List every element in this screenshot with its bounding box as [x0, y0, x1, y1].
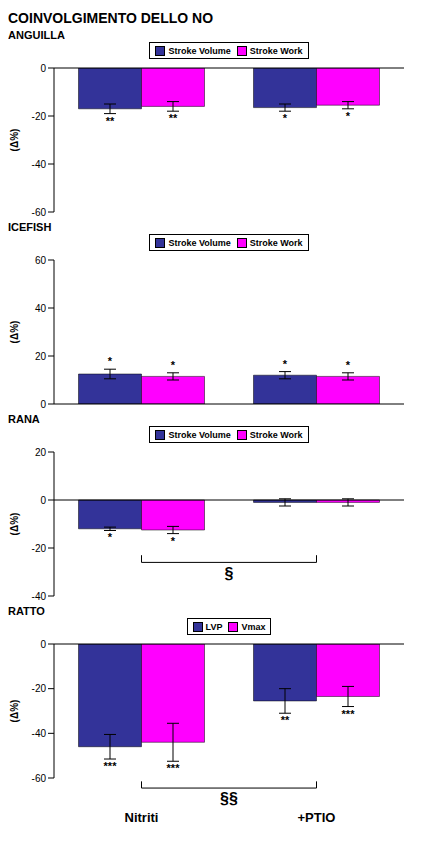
svg-text:**: ** [169, 112, 178, 124]
html-text:LVP: LVP [205, 621, 223, 632]
svg-text:-60: -60 [32, 207, 47, 218]
svg-text:Nitriti: Nitriti [125, 810, 159, 825]
svg-text:***: *** [104, 760, 118, 772]
html-text:ICEFISH: ICEFISH [8, 221, 52, 233]
svg-text:60: 60 [35, 255, 47, 266]
svg-text:***: *** [342, 708, 356, 720]
svg-text:+PTIO: +PTIO [298, 810, 336, 825]
html-text:RATTO: RATTO [8, 605, 45, 617]
html-text:Stroke Work: Stroke Work [249, 429, 303, 440]
svg-text:-20: -20 [32, 111, 47, 122]
svg-text:*: * [283, 358, 288, 370]
svg-text:-40: -40 [32, 591, 47, 602]
svg-text:0: 0 [40, 399, 46, 410]
svg-text:-20: -20 [32, 543, 47, 554]
svg-text:***: *** [167, 762, 181, 774]
svg-text:**: ** [281, 714, 290, 726]
html-text:Stroke Volume: Stroke Volume [168, 237, 231, 248]
html-text:RANA: RANA [8, 413, 40, 425]
svg-text:-40: -40 [32, 159, 47, 170]
svg-text:*: * [346, 359, 351, 371]
svg-text:-40: -40 [32, 728, 47, 739]
svg-text:40: 40 [35, 303, 47, 314]
svg-text:-20: -20 [32, 683, 47, 694]
svg-text:0: 0 [40, 639, 46, 650]
svg-text:(Δ%): (Δ%) [9, 321, 20, 344]
svg-text:§: § [225, 565, 234, 582]
html-text:Stroke Volume: Stroke Volume [168, 45, 231, 56]
html-text:Stroke Work: Stroke Work [249, 45, 303, 56]
svg-text:0: 0 [40, 63, 46, 74]
html-text:Stroke Volume: Stroke Volume [168, 429, 231, 440]
svg-text:20: 20 [35, 351, 47, 362]
svg-text:-60: -60 [32, 773, 47, 784]
html-text:Stroke Work: Stroke Work [249, 237, 303, 248]
svg-text:*: * [171, 359, 176, 371]
svg-text:*: * [108, 355, 113, 367]
svg-text:(Δ%): (Δ%) [9, 513, 20, 536]
svg-text:*: * [171, 535, 176, 547]
svg-text:*: * [108, 531, 113, 543]
svg-text:0: 0 [40, 495, 46, 506]
svg-text:§§: §§ [220, 790, 238, 807]
html-text:COINVOLGIMENTO DELLO NO: COINVOLGIMENTO DELLO NO [8, 10, 214, 26]
svg-text:20: 20 [35, 447, 47, 458]
svg-text:*: * [283, 112, 288, 124]
svg-text:*: * [346, 110, 351, 122]
html-text:Vmax: Vmax [241, 621, 266, 632]
html-text:ANGUILLA: ANGUILLA [8, 29, 65, 41]
svg-text:**: ** [106, 115, 115, 127]
svg-text:(Δ%): (Δ%) [9, 700, 20, 723]
svg-text:(Δ%): (Δ%) [9, 129, 20, 152]
